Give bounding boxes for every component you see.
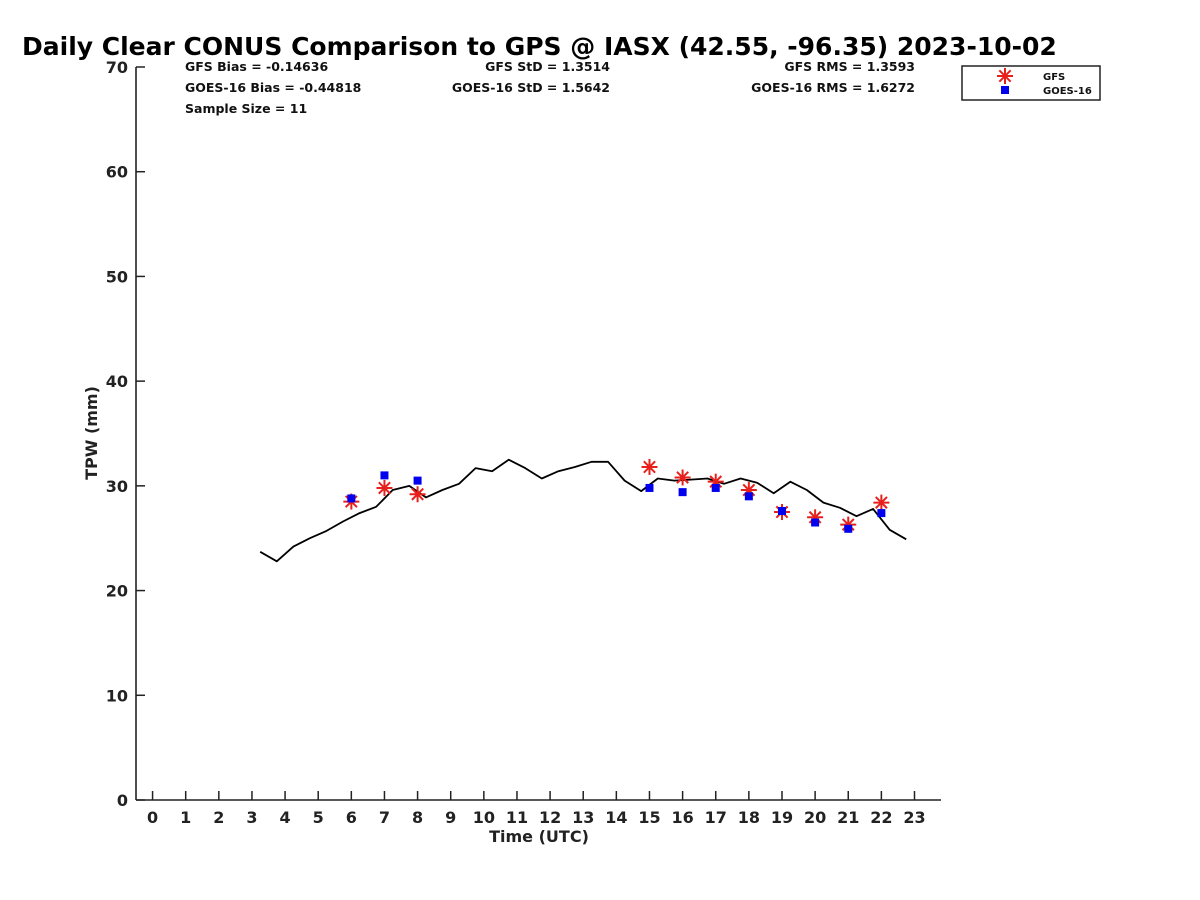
x-tick-label-22: 22 bbox=[870, 808, 892, 827]
y-tick-label-7: 70 bbox=[106, 58, 128, 77]
gfs-point bbox=[409, 486, 426, 503]
gfs-point bbox=[873, 494, 890, 511]
goes-rms-text: GOES-16 RMS = 1.6272 bbox=[751, 80, 915, 95]
x-tick-label-6: 6 bbox=[346, 808, 357, 827]
gfs-point bbox=[674, 469, 691, 486]
goes-std-text: GOES-16 StD = 1.5642 bbox=[452, 80, 610, 95]
y-tick-label-3: 30 bbox=[106, 477, 128, 496]
goes16-point bbox=[380, 471, 389, 480]
x-axis-label: Time (UTC) bbox=[489, 827, 589, 846]
x-tick-label-16: 16 bbox=[671, 808, 693, 827]
y-tick-label-6: 60 bbox=[106, 163, 128, 182]
gfs-rms-text: GFS RMS = 1.3593 bbox=[784, 59, 915, 74]
y-tick-label-0: 0 bbox=[117, 791, 128, 810]
goes16-point bbox=[347, 494, 356, 503]
stats-block: GFS Bias = -0.14636 GOES-16 Bias = -0.44… bbox=[185, 59, 915, 116]
x-tick-label-2: 2 bbox=[213, 808, 224, 827]
goes16-point bbox=[844, 524, 853, 533]
y-ticks: 0 10 20 30 40 50 60 70 bbox=[106, 58, 145, 810]
legend-label-goes16: GOES-16 bbox=[1043, 86, 1092, 97]
legend-gfs-marker bbox=[997, 68, 1013, 84]
x-tick-label-15: 15 bbox=[638, 808, 660, 827]
x-tick-label-23: 23 bbox=[903, 808, 925, 827]
goes16-point bbox=[877, 509, 886, 518]
axes bbox=[135, 67, 941, 801]
x-tick-label-19: 19 bbox=[771, 808, 793, 827]
x-tick-label-17: 17 bbox=[705, 808, 727, 827]
gps-line bbox=[259, 458, 907, 563]
x-tick-label-10: 10 bbox=[473, 808, 495, 827]
gfs-bias-text: GFS Bias = -0.14636 bbox=[185, 59, 328, 74]
x-tick-label-11: 11 bbox=[506, 808, 528, 827]
y-axis-label: TPW (mm) bbox=[82, 386, 101, 480]
gfs-std-text: GFS StD = 1.3514 bbox=[485, 59, 610, 74]
gfs-point bbox=[641, 459, 658, 476]
x-tick-label-0: 0 bbox=[147, 808, 158, 827]
x-tick-label-4: 4 bbox=[280, 808, 291, 827]
y-tick-label-2: 20 bbox=[106, 582, 128, 601]
legend-goes16-marker bbox=[1001, 86, 1009, 94]
legend: GFS GOES-16 bbox=[961, 65, 1101, 101]
legend-box bbox=[961, 65, 1101, 101]
x-tick-label-14: 14 bbox=[605, 808, 627, 827]
y-tick-label-5: 50 bbox=[106, 267, 128, 286]
x-tick-label-8: 8 bbox=[412, 808, 423, 827]
goes-bias-text: GOES-16 Bias = -0.44818 bbox=[185, 80, 361, 95]
x-tick-label-21: 21 bbox=[837, 808, 859, 827]
x-tick-label-3: 3 bbox=[246, 808, 257, 827]
x-tick-label-7: 7 bbox=[379, 808, 390, 827]
sample-size-text: Sample Size = 11 bbox=[185, 101, 307, 116]
x-tick-label-13: 13 bbox=[572, 808, 594, 827]
goes16-point bbox=[744, 492, 753, 501]
x-ticks: 0 1 2 3 4 5 6 7 8 9 10 11 12 13 14 15 16 17 18 19 20 21 22 23 bbox=[147, 791, 926, 827]
x-tick-label-20: 20 bbox=[804, 808, 826, 827]
legend-label-gfs: GFS bbox=[1043, 72, 1065, 83]
x-tick-label-5: 5 bbox=[313, 808, 324, 827]
x-tick-label-12: 12 bbox=[539, 808, 561, 827]
goes16-point bbox=[678, 488, 687, 497]
goes16-point bbox=[645, 483, 654, 492]
goes16-point bbox=[413, 476, 422, 485]
y-tick-label-4: 40 bbox=[106, 372, 128, 391]
plot-area bbox=[259, 458, 907, 563]
goes16-point bbox=[711, 483, 720, 492]
goes16-point bbox=[811, 518, 820, 527]
y-tick-label-1: 10 bbox=[106, 686, 128, 705]
x-tick-label-9: 9 bbox=[445, 808, 456, 827]
chart-title: Daily Clear CONUS Comparison to GPS @ IA… bbox=[22, 32, 1057, 61]
goes16-point bbox=[777, 506, 786, 515]
x-tick-label-18: 18 bbox=[738, 808, 760, 827]
x-tick-label-1: 1 bbox=[180, 808, 191, 827]
gfs-point bbox=[376, 479, 393, 496]
